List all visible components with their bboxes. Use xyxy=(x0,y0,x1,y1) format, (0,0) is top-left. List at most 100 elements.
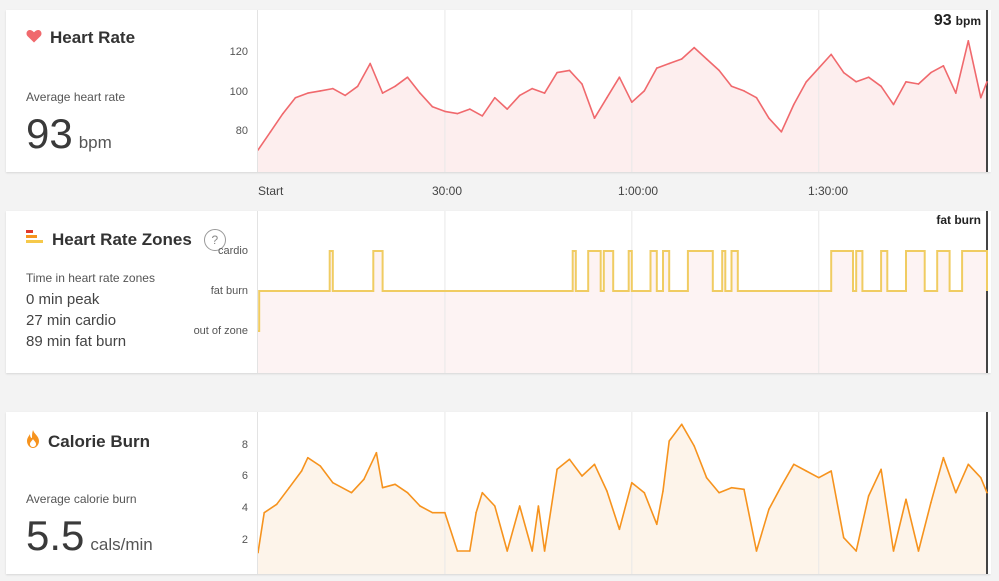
heart-rate-card: Heart Rate Average heart rate 93 bpm 120 … xyxy=(6,10,991,172)
calorie-point xyxy=(743,488,745,491)
calorie-point xyxy=(419,505,421,507)
hr-ytick-100: 100 xyxy=(229,86,248,98)
heart-rate-point xyxy=(431,106,434,108)
calorie-point xyxy=(456,550,459,552)
heart-rate-point xyxy=(506,108,509,110)
calorie-point xyxy=(693,445,695,447)
heart-rate-point xyxy=(743,90,745,92)
hr-ytick-120: 120 xyxy=(229,46,248,58)
calorie-point xyxy=(581,475,583,477)
calorie-point xyxy=(375,451,378,454)
heart-rate-point xyxy=(356,85,359,88)
heart-rate-point xyxy=(986,80,988,83)
xtick-start: Start xyxy=(258,184,284,198)
calorie-point xyxy=(892,550,895,552)
heart-rate-point xyxy=(456,112,459,115)
heart-rate-readout-value: 93 xyxy=(933,12,952,29)
zones-series-line xyxy=(258,250,988,332)
heart-rate-point xyxy=(867,76,870,78)
heart-rate-point xyxy=(406,76,409,78)
heart-rate-title-text: Heart Rate xyxy=(50,28,136,47)
heart-rate-point xyxy=(979,96,982,99)
calorie-point xyxy=(880,468,882,471)
heart-rate-point xyxy=(556,71,558,74)
zone-ytick-cardio: cardio xyxy=(218,245,248,257)
help-icon[interactable]: ? xyxy=(203,229,226,251)
calorie-point xyxy=(855,550,857,552)
calorie-point xyxy=(363,478,365,481)
time-in-zones-label: Time in heart rate zones xyxy=(26,271,155,285)
zones-area xyxy=(258,251,987,373)
calorie-point xyxy=(444,511,446,514)
heart-rate-zones-chart[interactable]: fat burn xyxy=(257,211,991,373)
calorie-point xyxy=(662,490,664,492)
calorie-point xyxy=(618,528,621,531)
calorie-burn-card: Calorie Burn Average calorie burn 5.5 cal… xyxy=(6,412,991,574)
heart-rate-point xyxy=(905,80,907,83)
heart-rate-point xyxy=(855,80,857,83)
calorie-point xyxy=(593,463,596,466)
calorie-point xyxy=(905,498,907,501)
calorie-point xyxy=(381,486,384,489)
calorie-point xyxy=(275,503,278,506)
heart-rate-point xyxy=(518,94,521,97)
calorie-point xyxy=(518,505,521,507)
heart-rate-point xyxy=(680,58,683,60)
heart-rate-point xyxy=(381,92,384,94)
calorie-point xyxy=(506,550,509,552)
heart-rate-point xyxy=(444,110,446,113)
flame-icon xyxy=(26,430,40,453)
heart-rate-point xyxy=(307,92,309,94)
heart-rate-point xyxy=(631,101,633,104)
calorie-point xyxy=(986,491,988,494)
calorie-point xyxy=(543,550,546,552)
calorie-point xyxy=(780,485,783,487)
heart-rate-point xyxy=(955,92,957,94)
zone-ytick-out-of-zone: out of zone xyxy=(193,325,248,337)
heart-rate-point xyxy=(294,96,297,99)
average-calorie-number: 5.5 xyxy=(26,512,85,559)
heart-rate-point xyxy=(705,58,708,60)
calorie-point xyxy=(942,456,945,459)
calorie-point xyxy=(930,501,932,504)
average-heart-rate-label: Average heart rate xyxy=(26,90,126,104)
heart-rate-point xyxy=(930,71,932,74)
heart-rate-point xyxy=(917,83,920,85)
heart-rate-chart[interactable]: 93 bpm xyxy=(257,10,991,172)
calorie-point xyxy=(263,511,266,514)
heart-rate-point xyxy=(258,149,259,151)
heart-rate-point xyxy=(269,131,272,133)
heart-rate-point xyxy=(942,65,945,67)
zones-readout: fat burn xyxy=(936,213,981,227)
heart-rate-point xyxy=(693,46,695,49)
calorie-point xyxy=(319,465,322,467)
calorie-point xyxy=(805,470,808,472)
calorie-point xyxy=(258,551,259,554)
calorie-burn-chart[interactable] xyxy=(257,412,991,574)
heart-rate-point xyxy=(606,96,608,99)
calorie-point xyxy=(979,476,982,479)
zone-cardio-minutes: 27 min cardio xyxy=(26,312,117,329)
calorie-point xyxy=(830,470,833,472)
heart-rate-point xyxy=(755,96,758,99)
heart-rate-point xyxy=(780,131,783,133)
heart-rate-point xyxy=(730,85,733,88)
average-calorie-label: Average calorie burn xyxy=(26,492,137,506)
zone-ytick-fat-burn: fat burn xyxy=(210,285,248,297)
heart-rate-point xyxy=(282,112,284,115)
heart-rate-point xyxy=(668,62,671,65)
heart-rate-point xyxy=(493,96,496,99)
heart-rate-point xyxy=(618,76,621,78)
calorie-title-text: Calorie Burn xyxy=(48,431,151,451)
heart-rate-point xyxy=(581,83,583,85)
calorie-point xyxy=(755,550,758,552)
zone-fat-burn-minutes: 89 min fat burn xyxy=(26,333,127,350)
heart-rate-point xyxy=(481,115,484,117)
calorie-point xyxy=(842,536,845,539)
calorie-point xyxy=(643,491,646,494)
heart-rate-readout-unit: bpm xyxy=(955,14,981,28)
calorie-point xyxy=(867,495,870,497)
heart-rate-point xyxy=(394,85,396,88)
calorie-point xyxy=(556,468,558,471)
cal-ytick-6: 6 xyxy=(241,470,248,482)
